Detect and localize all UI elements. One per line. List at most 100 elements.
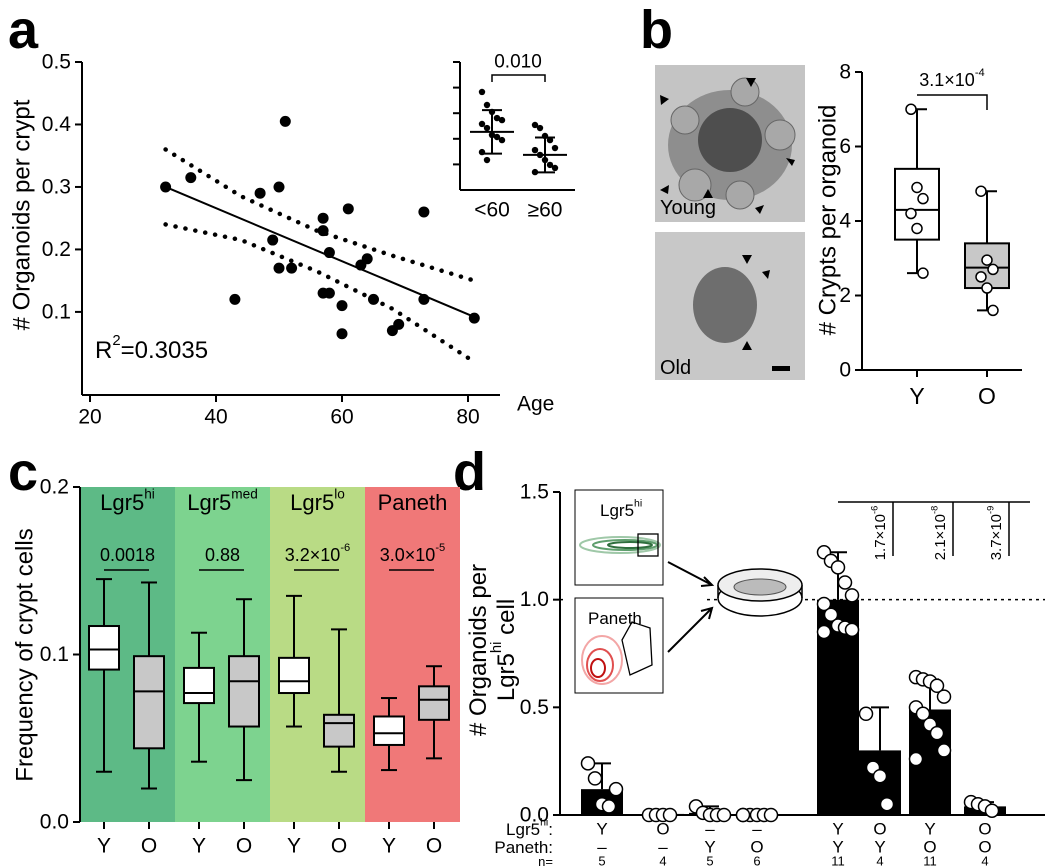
inset-label-part: hi [634,498,642,510]
group-label: Paneth [378,490,448,515]
organoid [693,267,757,343]
group-label: Lgr5med [187,486,258,514]
p-value-part: 3.7×10 [988,514,1005,560]
data-point [418,206,430,218]
row-label-part: Paneth: [494,838,553,857]
y-tick-label: 0.2 [40,476,69,499]
row-value: – [658,838,668,857]
data-point [546,161,554,169]
micrograph-young [655,65,805,222]
data-point [662,807,678,823]
p-value: 3.2×10-6 [285,542,350,565]
scale-bar [772,366,790,371]
data-point [984,803,1000,818]
group-background [270,487,365,822]
data-point [531,146,539,154]
n-value: 6 [753,854,760,868]
x-tick-label: Y [382,835,396,858]
p-value-part: -5 [435,542,445,554]
box [88,625,120,671]
row-label-part: : [548,820,553,839]
data-point [823,607,839,622]
arrowhead [742,255,752,264]
data-point [531,121,539,129]
p-value: 1.7×10-6 [869,506,888,561]
flow-contour [581,635,623,685]
panel-letter: a [8,0,39,60]
p-value-part: 3.1×10 [919,70,975,90]
data-point [975,271,987,283]
confidence-band [163,222,477,365]
y-tick-label: 0.1 [42,300,71,323]
group-label: Lgr5hi [100,486,155,514]
x-tick-label: 80 [456,406,479,429]
data-point [317,225,329,237]
p-value-part: 3.2×10 [285,545,341,565]
data-point [551,144,559,152]
box [323,713,355,748]
row-label-part: hi [540,817,548,829]
data-point [936,689,952,704]
data-point [929,725,945,741]
row-value: Y [704,838,715,857]
inset-label: Paneth [588,609,642,628]
n-value: 4 [659,854,666,868]
p-value-part: -9 [985,506,995,514]
arrow [667,561,715,653]
arrowheads [660,78,795,350]
data-point [763,807,779,823]
data-point [393,318,405,330]
data-point [844,622,860,638]
data-point [493,133,501,141]
row-value: O [923,838,936,857]
data-point [735,807,751,823]
inset-label: Lgr5hi [600,498,642,520]
row-value: O [656,820,669,839]
p-value: 0.010 [494,52,542,73]
data-point [342,203,354,215]
data-point [361,253,373,265]
y-tick-label: 4 [839,210,851,233]
data-point [911,222,923,235]
data-point [905,103,917,115]
data-point [267,234,279,246]
panel-letter: c [8,442,38,502]
arrowhead [786,158,795,166]
p-value-part: -6 [340,542,350,554]
p-value-part: -6 [869,506,879,514]
data-point [536,124,544,132]
row-value: Y [832,838,843,857]
row-value: O [873,820,886,839]
group-background [365,487,460,822]
significance-bracket [917,94,988,110]
y-tick-label: 0.1 [40,643,69,666]
x-tick-label: Y [909,383,924,409]
crypt [725,180,755,210]
data-point [987,304,999,317]
data-point [317,212,329,224]
y-tick-label: 0.0 [520,804,549,827]
data-point [929,678,945,694]
data-point [816,596,832,612]
row-value: O [750,838,763,857]
data-point [551,164,559,172]
annotation-part: R [95,337,112,364]
data-point [483,101,491,109]
p-value: 3.0×10-5 [380,542,445,565]
y-tick-label: 2 [839,284,851,307]
annotation-part: =0.3035 [121,337,208,364]
y-tick-label: 1.5 [520,481,549,504]
inset-label-part: Lgr5 [600,501,634,520]
row-value: – [752,820,762,839]
inset [566,482,706,697]
flow-contour [607,541,653,549]
data-point [911,181,923,194]
x-tick-label: ≥60 [528,199,563,222]
data-point [368,293,379,305]
box [373,715,405,746]
row-value: Y [596,820,607,839]
gate [621,621,653,676]
inset-label-part: Paneth [588,609,642,628]
